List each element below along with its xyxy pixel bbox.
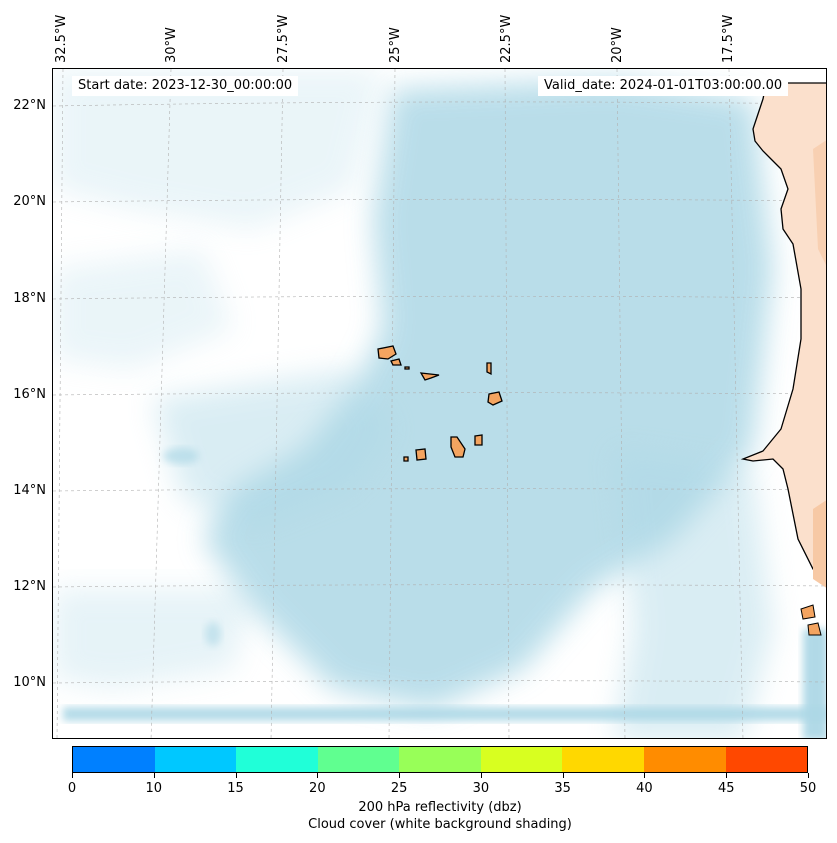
colorbar-tick-label: 25	[390, 781, 408, 796]
colorbar-label-reflectivity: 200 hPa reflectivity (dbz)	[358, 800, 522, 815]
colorbar-tick	[808, 773, 809, 778]
lon-label-17-5w: 17.5°W	[721, 14, 736, 63]
colorbar-tick	[480, 773, 482, 778]
colorbar-tick	[399, 773, 401, 778]
cloud-cover-shading	[53, 69, 826, 738]
colorbar-tick-label: 45	[717, 781, 735, 796]
colorbar-label-cloud-cover: Cloud cover (white background shading)	[308, 817, 572, 832]
lon-label-25w: 25°W	[388, 27, 403, 63]
colorbar-segment	[399, 747, 481, 772]
colorbar-tick-label: 15	[227, 781, 244, 796]
colorbar-tick	[153, 773, 155, 778]
island-brava	[403, 456, 409, 462]
colorbar-segment	[480, 747, 563, 772]
lat-label-14n: 14°N	[13, 483, 46, 498]
island-fogo	[415, 448, 427, 461]
colorbar-segment	[73, 747, 155, 772]
lat-label-16n: 16°N	[13, 387, 46, 402]
africa-land	[740, 82, 826, 636]
colorbar-tick	[726, 773, 728, 778]
island-sao-nicolau	[419, 372, 440, 381]
lat-label-18n: 18°N	[13, 291, 46, 306]
lon-label-27-5w: 27.5°W	[276, 14, 291, 63]
colorbar-tick-label: 30	[472, 781, 490, 796]
island-sal	[486, 362, 492, 376]
colorbar-tick	[317, 773, 319, 778]
island-santa-luzia	[404, 366, 410, 370]
colorbar-segment	[317, 747, 400, 772]
reflectivity-colorbar	[72, 746, 808, 773]
lon-label-30w: 30°W	[164, 27, 179, 63]
colorbar-tick-label: 0	[67, 781, 77, 796]
lat-label-20n: 20°N	[13, 194, 46, 209]
start-date-label: Start date: 2023-12-30_00:00:00	[72, 76, 299, 96]
colorbar-tick-label: 20	[309, 781, 326, 796]
island-santo-antao	[377, 345, 397, 360]
lon-label-22-5w: 22.5°W	[499, 14, 514, 63]
island-santiago	[450, 436, 466, 458]
colorbar-tick-label: 50	[799, 781, 817, 796]
valid-date-label: Valid_date: 2024-01-01T03:00:00.00	[538, 76, 789, 96]
lat-label-10n: 10°N	[13, 675, 46, 690]
colorbar-segment	[725, 747, 808, 772]
colorbar-segment	[562, 747, 644, 772]
colorbar-tick-label: 40	[636, 781, 653, 796]
map-gridlines	[53, 69, 826, 738]
colorbar-tick	[72, 773, 73, 778]
lat-label-22n: 22°N	[13, 98, 46, 113]
colorbar-segment	[236, 747, 318, 772]
lon-label-20w: 20°W	[610, 27, 625, 63]
map-canvas	[53, 69, 826, 738]
island-boa-vista	[487, 391, 503, 406]
lat-label-12n: 12°N	[13, 579, 46, 594]
island-sao-vicente	[390, 358, 402, 366]
colorbar-tick-label: 10	[145, 781, 163, 796]
colorbar-tick	[562, 773, 564, 778]
colorbar-segment	[154, 747, 237, 772]
cape-verde-islands	[377, 345, 503, 462]
colorbar-tick	[235, 773, 237, 778]
map-panel[interactable]	[52, 68, 827, 739]
colorbar-tick-label: 35	[554, 781, 571, 796]
lon-label-32-5w: 32.5°W	[54, 14, 69, 63]
colorbar-segment	[643, 747, 726, 772]
island-maio	[474, 434, 483, 446]
colorbar-tick	[644, 773, 646, 778]
